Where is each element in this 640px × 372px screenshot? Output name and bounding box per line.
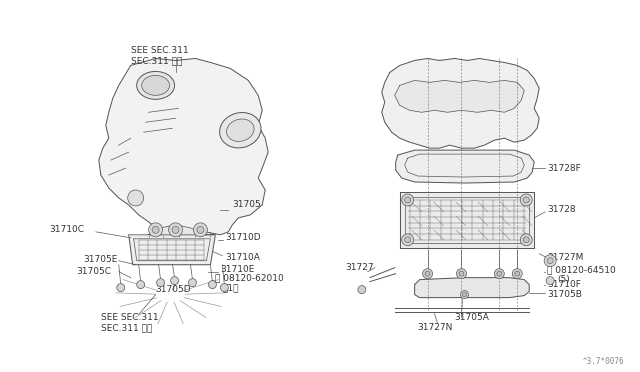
Ellipse shape [137, 71, 175, 99]
Text: 31710E: 31710E [220, 265, 255, 274]
Circle shape [402, 234, 413, 246]
Circle shape [137, 280, 145, 289]
Text: 31705: 31705 [232, 201, 261, 209]
Circle shape [546, 277, 554, 285]
Circle shape [524, 197, 529, 203]
Circle shape [116, 283, 125, 292]
Circle shape [459, 271, 464, 276]
Text: 31710D: 31710D [225, 233, 261, 242]
Text: （1）: （1） [222, 283, 239, 292]
Polygon shape [129, 235, 216, 265]
Circle shape [189, 279, 196, 286]
Circle shape [497, 271, 502, 276]
Polygon shape [382, 58, 539, 148]
Circle shape [152, 226, 159, 233]
Circle shape [460, 291, 468, 299]
Text: SEE SEC.311: SEE SEC.311 [101, 313, 159, 322]
Circle shape [171, 277, 179, 285]
Circle shape [494, 269, 504, 279]
Polygon shape [396, 150, 534, 183]
Text: 31728: 31728 [547, 205, 576, 214]
Text: 31710A: 31710A [225, 253, 260, 262]
Polygon shape [415, 278, 529, 298]
Circle shape [422, 269, 433, 279]
Circle shape [524, 237, 529, 243]
Circle shape [512, 269, 522, 279]
Text: SEC.311 参照: SEC.311 参照 [131, 56, 182, 65]
Circle shape [425, 271, 430, 276]
Circle shape [520, 234, 532, 246]
Ellipse shape [141, 76, 170, 95]
Polygon shape [400, 192, 534, 248]
Text: Ⓑ 08120-64510: Ⓑ 08120-64510 [547, 265, 616, 274]
Circle shape [404, 197, 411, 203]
Circle shape [404, 237, 411, 243]
Text: 31727M: 31727M [547, 253, 584, 262]
Text: 31705C: 31705C [76, 267, 111, 276]
Text: SEC.311 参照: SEC.311 参照 [101, 323, 152, 332]
Circle shape [193, 223, 207, 237]
Text: 31727N: 31727N [418, 323, 453, 332]
Circle shape [544, 255, 556, 267]
Text: (5): (5) [557, 275, 570, 284]
Circle shape [197, 226, 204, 233]
Polygon shape [129, 225, 216, 235]
Circle shape [168, 223, 182, 237]
Polygon shape [395, 80, 524, 112]
Circle shape [220, 283, 228, 292]
Text: 31705A: 31705A [454, 313, 490, 322]
Circle shape [515, 271, 520, 276]
Circle shape [547, 258, 553, 264]
Circle shape [148, 223, 163, 237]
Text: 31705D: 31705D [156, 285, 191, 294]
Text: Ⓑ 08120-62010: Ⓑ 08120-62010 [216, 273, 284, 282]
Circle shape [358, 286, 366, 294]
Text: 31727: 31727 [345, 263, 374, 272]
Text: 31705E: 31705E [83, 255, 117, 264]
Circle shape [456, 269, 467, 279]
Polygon shape [99, 58, 268, 235]
Text: 31710C: 31710C [49, 225, 84, 234]
Text: SEE SEC.311: SEE SEC.311 [131, 46, 188, 55]
Circle shape [520, 194, 532, 206]
Circle shape [209, 280, 216, 289]
Circle shape [128, 190, 143, 206]
Text: ^3.7*0076: ^3.7*0076 [582, 357, 624, 366]
Circle shape [463, 293, 467, 296]
Circle shape [172, 226, 179, 233]
Text: 31705B: 31705B [547, 290, 582, 299]
Circle shape [157, 279, 164, 286]
Text: 31710F: 31710F [547, 280, 581, 289]
Text: 31728F: 31728F [547, 164, 581, 173]
Ellipse shape [220, 112, 261, 148]
Circle shape [402, 194, 413, 206]
Ellipse shape [227, 119, 254, 141]
